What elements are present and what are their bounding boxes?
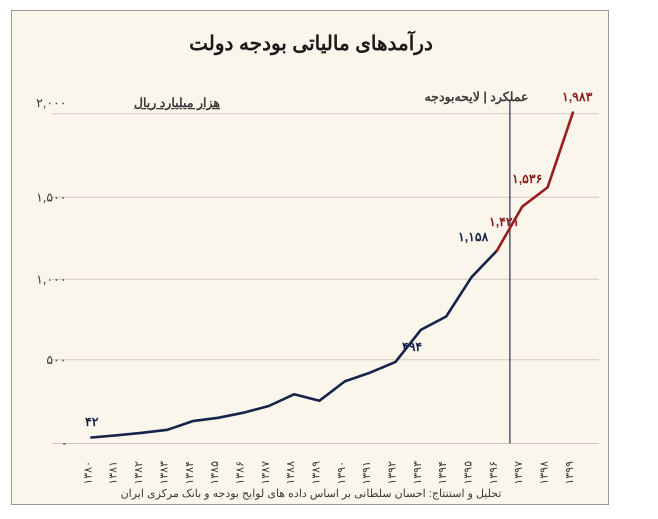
svg-text:۱۳۸۴: ۱۳۸۴: [184, 461, 196, 485]
svg-text:۱,۰۰۰: ۱,۰۰۰: [36, 273, 66, 287]
svg-text:۱,۵۰۰: ۱,۵۰۰: [36, 191, 66, 205]
svg-text:۴۹۴: ۴۹۴: [402, 340, 422, 354]
svg-text:۱۳۹۸: ۱۳۹۸: [539, 461, 551, 485]
svg-text:۱۳۸۷: ۱۳۸۷: [260, 461, 272, 485]
svg-text:۱۳۸۵: ۱۳۸۵: [209, 461, 221, 485]
svg-text:۱۳۹۹: ۱۳۹۹: [564, 461, 576, 485]
svg-text:۱۳۹۱: ۱۳۹۱: [361, 461, 373, 485]
svg-text:۱۳۹۶: ۱۳۹۶: [488, 461, 500, 485]
svg-text:۱۳۸۶: ۱۳۸۶: [235, 461, 247, 485]
svg-text:۱,۱۵۸: ۱,۱۵۸: [458, 230, 490, 244]
svg-text:۱,۹۸۳: ۱,۹۸۳: [562, 90, 593, 104]
svg-text:۱۳۸۹: ۱۳۸۹: [311, 461, 323, 485]
svg-text:-: -: [62, 437, 66, 451]
svg-text:هزار میلیارد ریال: هزار میلیارد ریال: [134, 96, 221, 111]
svg-text:۱۳۸۱: ۱۳۸۱: [108, 461, 120, 485]
svg-text:۱۳۹۲: ۱۳۹۲: [387, 461, 399, 485]
svg-text:۴۲: ۴۲: [85, 415, 99, 429]
svg-text:۱۳۹۷: ۱۳۹۷: [513, 461, 525, 485]
svg-text:۱۳۸۸: ۱۳۸۸: [285, 461, 297, 485]
svg-text:۱,۴۲۱: ۱,۴۲۱: [489, 215, 519, 229]
svg-text:۱۳۸۰: ۱۳۸۰: [82, 461, 94, 485]
svg-text:۱۳۸۲: ۱۳۸۲: [133, 461, 145, 485]
svg-text:۵۰۰: ۵۰۰: [46, 353, 66, 367]
svg-text:۲,۰۰۰: ۲,۰۰۰: [36, 96, 66, 110]
svg-text:عملکرد | لایحه‌بودجه: عملکرد | لایحه‌بودجه: [425, 90, 529, 105]
svg-text:۱۳۹۵: ۱۳۹۵: [463, 461, 475, 485]
svg-text:۱۳۹۰: ۱۳۹۰: [336, 461, 348, 485]
svg-text:۱۳۹۳: ۱۳۹۳: [412, 461, 424, 485]
svg-text:۱,۵۳۶: ۱,۵۳۶: [512, 172, 543, 186]
svg-text:۱۳۸۳: ۱۳۸۳: [158, 461, 170, 485]
svg-text:۱۳۹۴: ۱۳۹۴: [437, 461, 449, 485]
